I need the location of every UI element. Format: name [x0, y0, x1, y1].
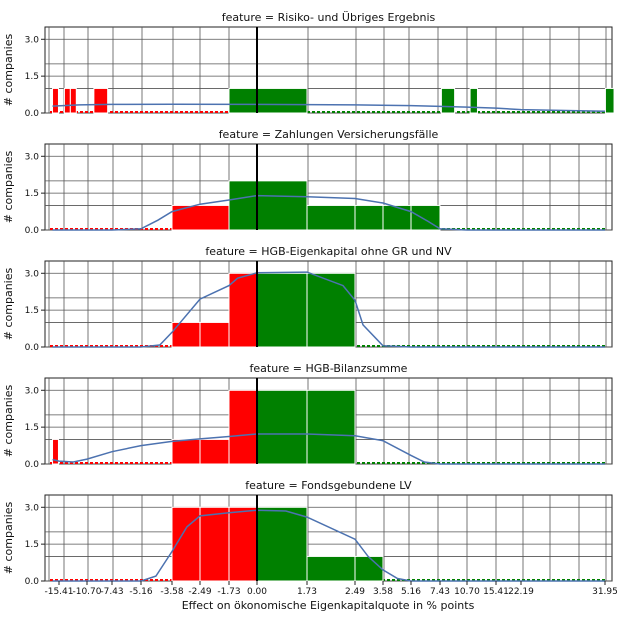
y-tick-label: 1.5 — [25, 189, 39, 199]
histogram-bar — [199, 506, 230, 582]
x-tick-label: 7.43 — [430, 587, 450, 597]
x-tick-label: -15.41 — [44, 587, 73, 597]
y-tick-label: 3.0 — [25, 269, 40, 279]
x-tick-label: -5.16 — [129, 587, 153, 597]
y-tick-label: 1.5 — [25, 540, 39, 550]
panel-title: feature = HGB-Eigenkapital ohne GR und N… — [205, 245, 452, 258]
histogram-bar — [256, 389, 308, 465]
y-tick-label: 1.5 — [25, 72, 39, 82]
y-tick-label: 1.5 — [25, 306, 39, 316]
y-tick-label: 0.0 — [25, 343, 40, 353]
panel-title: feature = HGB-Bilanzsumme — [250, 362, 408, 375]
x-tick-label: -2.49 — [188, 587, 212, 597]
y-axis-label: # companies — [2, 151, 15, 224]
histogram-bar — [228, 506, 258, 582]
panels-layer: feature = Risiko- und Übriges Ergebnis 0.… — [2, 11, 615, 587]
kde-line — [52, 194, 605, 231]
y-tick-label: 0.0 — [25, 577, 40, 587]
histogram-bar — [306, 204, 356, 231]
histogram-bar — [52, 87, 59, 114]
histogram-bar — [306, 272, 356, 348]
y-tick-label: 1.5 — [25, 423, 39, 433]
panel-1: feature = Risiko- und Übriges Ergebnis 0.… — [2, 11, 615, 119]
histogram-bar — [52, 438, 59, 465]
histogram-bar — [604, 87, 615, 114]
panel-title: feature = Risiko- und Übriges Ergebnis — [222, 11, 436, 24]
x-tick-label: -10.70 — [72, 587, 101, 597]
x-tick-label: 1.73 — [297, 587, 317, 597]
x-axis: -15.41-10.70-7.43 -5.16 -3.58 -2.49 -1.73 0.0… — [44, 581, 618, 597]
x-tick-label: 10.70 — [454, 587, 480, 597]
y-tick-label: 3.0 — [25, 386, 40, 396]
y-axis-label: # companies — [2, 34, 15, 107]
x-tick-label: 2.49 — [345, 587, 365, 597]
x-tick-label: -1.73 — [217, 587, 240, 597]
histogram-bar — [228, 87, 308, 114]
panel-3: feature = HGB-Eigenkapital ohne GR und N… — [2, 245, 613, 353]
x-tick-label: 3.58 — [373, 587, 393, 597]
y-tick-label: 0.0 — [25, 226, 40, 236]
x-tick-label: 5.16 — [401, 587, 421, 597]
histogram-bar — [469, 87, 478, 114]
panel-5: feature = Fondsgebundene LV 0.0 1.5 3.0 # co… — [2, 479, 613, 587]
histogram-bar — [69, 87, 77, 114]
histogram-bar — [171, 438, 201, 465]
histogram-bar — [228, 180, 308, 231]
histogram-bar — [382, 204, 412, 231]
panel-2: feature = Zahlungen Versicherungsfälle 0.… — [2, 128, 613, 236]
panel-4: feature = HGB-Bilanzsumme 0.0 1.5 3.0 # comp… — [2, 362, 613, 470]
histogram-bar — [306, 555, 356, 582]
panel-frame — [44, 26, 613, 114]
y-tick-label: 3.0 — [25, 503, 40, 513]
histogram-bar — [228, 272, 258, 348]
x-tick-label: 15.41 — [483, 587, 509, 597]
histogram-bar — [306, 389, 356, 465]
kde-line — [52, 103, 606, 113]
histogram-bar — [63, 87, 71, 114]
x-tick-label: -3.58 — [160, 587, 184, 597]
y-tick-label: 0.0 — [25, 109, 40, 119]
y-tick-label: 3.0 — [25, 152, 40, 162]
kde-line — [52, 509, 605, 582]
x-tick-label: 0.00 — [247, 587, 267, 597]
x-tick-label: -7.43 — [100, 587, 123, 597]
x-tick-label: 22.19 — [508, 587, 534, 597]
histogram-bar — [354, 204, 384, 231]
panel-title: feature = Zahlungen Versicherungsfälle — [219, 128, 439, 141]
x-axis-label: Effect on ökonomische Eigenkapitalquote … — [182, 599, 475, 612]
histogram-bar — [228, 389, 258, 465]
histogram-bar — [93, 87, 109, 114]
histogram-bar — [199, 321, 230, 348]
y-axis-label: # companies — [2, 268, 15, 341]
x-tick-label: 31.95 — [592, 587, 618, 597]
histogram-bar — [256, 272, 308, 348]
histogram-bar — [199, 438, 230, 465]
kde-line — [52, 433, 605, 465]
y-axis-label: # companies — [2, 502, 15, 575]
histogram-bar — [354, 555, 384, 582]
panel-title: feature = Fondsgebundene LV — [245, 479, 412, 492]
histogram-bar — [440, 87, 456, 114]
y-axis-label: # companies — [2, 385, 15, 458]
histogram-bar — [256, 506, 308, 582]
y-tick-label: 3.0 — [25, 35, 40, 45]
histogram-bar — [171, 321, 201, 348]
y-tick-label: 0.0 — [25, 460, 40, 470]
